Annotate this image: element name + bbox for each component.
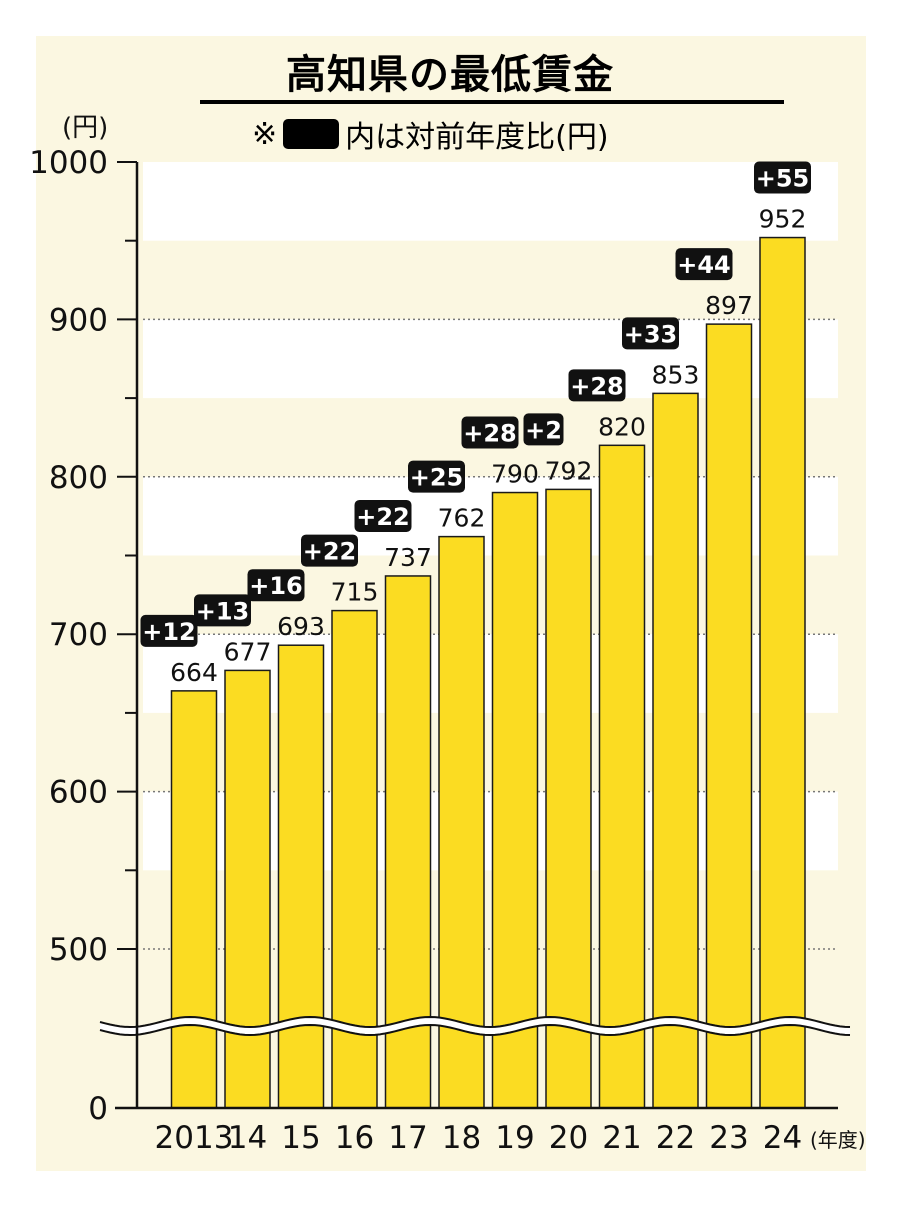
note-legend-box <box>283 119 340 149</box>
diff-label: +55 <box>756 165 810 193</box>
x-tick-label: 14 <box>228 1120 267 1156</box>
diff-label: +33 <box>624 320 678 348</box>
axis-break-line <box>99 1023 851 1037</box>
value-label: 820 <box>598 412 646 441</box>
diff-label: +12 <box>142 618 196 646</box>
axis-break-line <box>99 1015 851 1029</box>
value-label: 790 <box>491 460 539 489</box>
x-axis-unit: (年度) <box>810 1128 866 1152</box>
bar <box>491 491 539 1109</box>
diff-badge <box>194 594 251 627</box>
value-label: 853 <box>652 360 700 389</box>
x-tick-label: 23 <box>709 1120 748 1156</box>
x-tick-label: 18 <box>442 1120 481 1156</box>
value-label: 715 <box>331 578 379 607</box>
y-tick-label: 700 <box>49 617 108 653</box>
x-tick-label: 15 <box>281 1120 320 1156</box>
diff-label: +28 <box>463 420 517 448</box>
axis-break <box>99 1015 851 1037</box>
x-tick-label: 21 <box>602 1120 641 1156</box>
bar <box>170 690 218 1109</box>
x-tick-label: 16 <box>335 1120 374 1156</box>
bar <box>652 392 699 1109</box>
diff-label: +28 <box>570 372 624 400</box>
note-text: 内は対前年度比(円) <box>345 120 609 155</box>
diff-badge <box>568 369 626 402</box>
x-tick-label: 19 <box>495 1120 534 1156</box>
value-label: 792 <box>545 456 593 485</box>
diff-label: +22 <box>356 503 410 531</box>
diff-label: +16 <box>249 572 303 600</box>
chart-title: 高知県の最低賃金 <box>286 52 614 98</box>
axes: 0 500 600 700 800 900 1000 <box>29 145 838 1127</box>
diff-label: +2 <box>525 416 562 444</box>
diff-badge <box>408 460 465 493</box>
x-tick-label: 2013 <box>155 1120 234 1156</box>
value-label: 762 <box>438 504 486 533</box>
bar <box>598 444 646 1109</box>
bar <box>705 323 753 1109</box>
diff-label: +13 <box>196 597 250 625</box>
bar <box>438 535 485 1109</box>
value-label: 952 <box>759 205 807 234</box>
diff-badge <box>247 569 305 602</box>
value-label: 664 <box>170 658 218 687</box>
bar <box>759 236 806 1109</box>
x-tick-label: 24 <box>763 1120 802 1156</box>
x-tick-label: 20 <box>549 1120 588 1156</box>
diff-badge <box>140 614 198 647</box>
y-tick-label: 800 <box>49 460 108 496</box>
y-tick-label: 900 <box>49 302 108 338</box>
y-axis-unit: (円) <box>62 113 108 143</box>
diff-badge <box>622 317 679 350</box>
diff-badge <box>754 161 811 194</box>
chart-note: ※ 内は対前年度比(円) <box>252 113 609 156</box>
background-band <box>143 162 838 241</box>
diff-badge <box>675 248 733 281</box>
bar <box>545 488 592 1109</box>
title-underline <box>200 100 784 104</box>
value-label: 693 <box>277 612 325 641</box>
diff-label: +22 <box>303 538 357 566</box>
x-tick-label: 17 <box>388 1120 427 1156</box>
diff-label: +44 <box>677 251 731 279</box>
diff-badge <box>354 499 412 532</box>
y-tick-label: 1000 <box>29 145 108 181</box>
diff-badge <box>301 534 358 567</box>
bar <box>224 669 271 1109</box>
note-prefix: ※ <box>252 116 278 152</box>
y-tick-label: 0 <box>88 1091 108 1127</box>
y-tick-label: 600 <box>49 775 108 811</box>
y-tick-label: 500 <box>49 932 108 968</box>
bar <box>277 644 325 1109</box>
value-label: 897 <box>705 291 753 320</box>
labels: 664+122013677+1314693+1615715+2216737+22… <box>140 161 811 1156</box>
value-label: 677 <box>224 637 272 666</box>
x-tick-label: 22 <box>656 1120 695 1156</box>
value-label: 737 <box>384 543 432 572</box>
diff-badge <box>523 413 564 446</box>
diff-badge <box>461 416 519 449</box>
diff-label: +25 <box>410 464 464 492</box>
